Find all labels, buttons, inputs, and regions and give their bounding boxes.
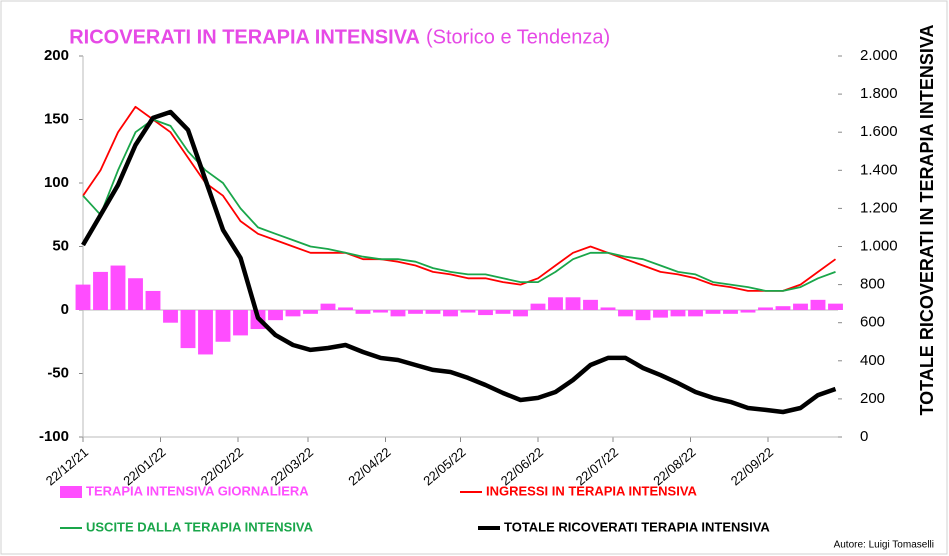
y-tick-label: 200 xyxy=(44,47,69,64)
y2-tick-label: 0 xyxy=(860,428,868,445)
y2-axis-label: TOTALE RICOVERATI IN TERAPIA INTENSIVA xyxy=(917,24,937,415)
bar xyxy=(390,310,406,317)
bar xyxy=(565,297,581,310)
bar xyxy=(128,278,143,310)
author: Autore: Luigi Tomaselli xyxy=(834,540,934,551)
bar xyxy=(198,310,213,355)
y2-tick-label: 200 xyxy=(860,390,885,407)
bar xyxy=(705,310,721,314)
bar xyxy=(443,310,458,317)
y-tick-label: 50 xyxy=(52,237,69,254)
bar xyxy=(600,307,616,310)
bar xyxy=(688,310,703,317)
y-tick-label: 100 xyxy=(44,174,69,191)
bar xyxy=(618,310,633,317)
y2-tick-label: 2.000 xyxy=(860,47,898,64)
bar xyxy=(145,290,161,310)
y-tick-label: -50 xyxy=(47,364,69,381)
bar xyxy=(268,310,283,321)
bar xyxy=(285,310,301,317)
legend-label: INGRESSI IN TERAPIA INTENSIVA xyxy=(486,483,698,498)
bar xyxy=(320,303,336,310)
y-tick-label: -100 xyxy=(39,428,69,445)
line xyxy=(82,118,836,292)
bar xyxy=(303,310,318,314)
y2-tick-label: 800 xyxy=(860,276,885,293)
bar xyxy=(163,310,178,323)
y2-tick-label: 400 xyxy=(860,352,885,369)
chart-title: RICOVERATI IN TERAPIA INTENSIVA xyxy=(69,26,420,48)
bar xyxy=(110,265,126,310)
bar xyxy=(513,310,528,317)
bar xyxy=(583,299,598,310)
y2-tick-label: 600 xyxy=(860,314,885,331)
line xyxy=(81,109,837,415)
y2-tick-label: 1.600 xyxy=(860,123,898,140)
bar xyxy=(740,310,756,313)
bar xyxy=(338,307,353,310)
bar xyxy=(530,303,546,310)
y2-tick-label: 1.000 xyxy=(860,237,898,254)
bar xyxy=(180,310,196,349)
chart-subtitle: (Storico e Tendenza) xyxy=(426,26,610,48)
y2-tick-label: 1.400 xyxy=(860,161,898,178)
bar xyxy=(355,310,371,314)
y-tick-label: 0 xyxy=(61,301,69,318)
legend-swatch xyxy=(60,486,82,498)
bar xyxy=(810,299,826,310)
bar xyxy=(408,310,423,314)
bar xyxy=(635,310,651,321)
bar xyxy=(548,297,563,310)
bar xyxy=(75,284,91,310)
bar xyxy=(653,310,668,318)
legend-label: TOTALE RICOVERATI TERAPIA INTENSIVA xyxy=(504,519,770,534)
bar xyxy=(460,310,476,313)
bar xyxy=(93,271,108,310)
bar xyxy=(373,310,388,313)
bar xyxy=(758,307,773,310)
legend-label: USCITE DALLA TERAPIA INTENSIVA xyxy=(86,519,314,534)
bar xyxy=(495,310,511,314)
bar xyxy=(425,310,441,314)
y2-tick-label: 1.200 xyxy=(860,199,898,216)
y-tick-label: 150 xyxy=(44,110,69,127)
bar xyxy=(723,310,738,314)
bar xyxy=(215,310,231,342)
bar xyxy=(775,306,791,310)
y2-tick-label: 1.800 xyxy=(860,85,898,102)
bar xyxy=(670,310,686,317)
bar xyxy=(478,310,493,316)
bar xyxy=(828,303,843,310)
bar xyxy=(793,303,808,310)
legend-label: TERAPIA INTENSIVA GIORNALIERA xyxy=(86,483,309,498)
bar xyxy=(233,310,248,336)
